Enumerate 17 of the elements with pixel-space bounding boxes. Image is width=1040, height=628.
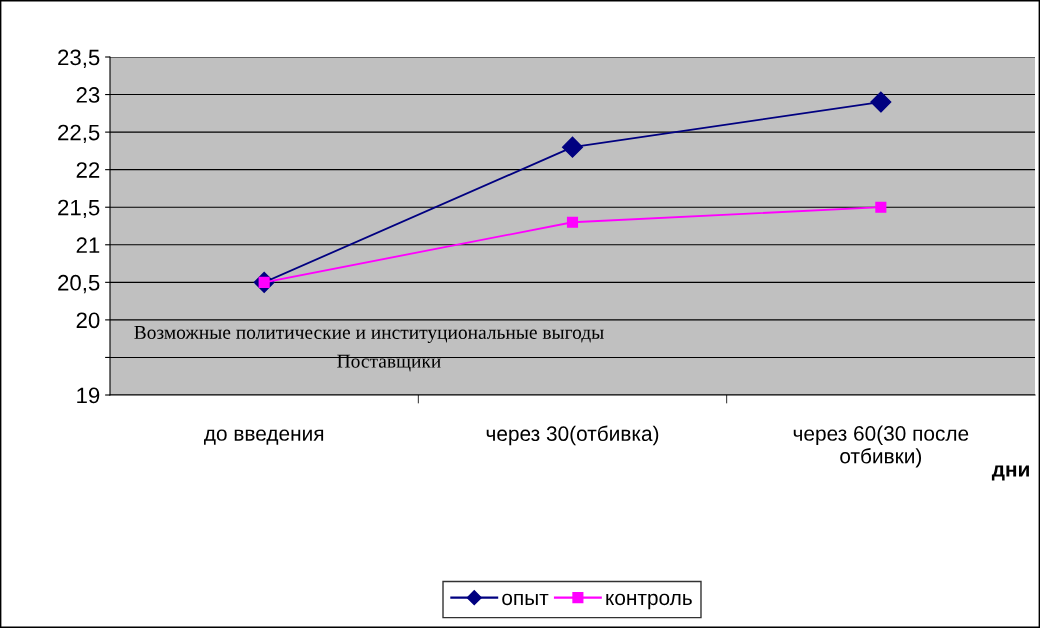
y-tick-label: 23: [76, 87, 100, 103]
y-tick-label: 20: [76, 312, 100, 329]
x-axis-title: дни: [991, 465, 1029, 481]
annotation: Возможные политические и институциональные выгоды: [134, 326, 604, 343]
y-tick-label: 19: [77, 387, 100, 404]
annotation: Поставщики: [337, 354, 441, 372]
legend-label: контроль: [606, 593, 692, 610]
x-tick-label: через 30(отбивка): [486, 425, 659, 446]
y-tick-label: 23,5: [58, 49, 100, 68]
y-tick-label: 21,5: [58, 199, 100, 219]
y-tick-label: 20,5: [58, 274, 100, 294]
y-tick-label: 21: [76, 237, 100, 253]
y-tick-label: 22: [76, 162, 100, 178]
y-tick-label: 22,5: [58, 124, 100, 144]
legend-label: опыт: [502, 593, 549, 606]
x-tick-label: до введения: [204, 429, 324, 445]
x-tick-label: через 60(30 после отбивки): [793, 425, 969, 468]
